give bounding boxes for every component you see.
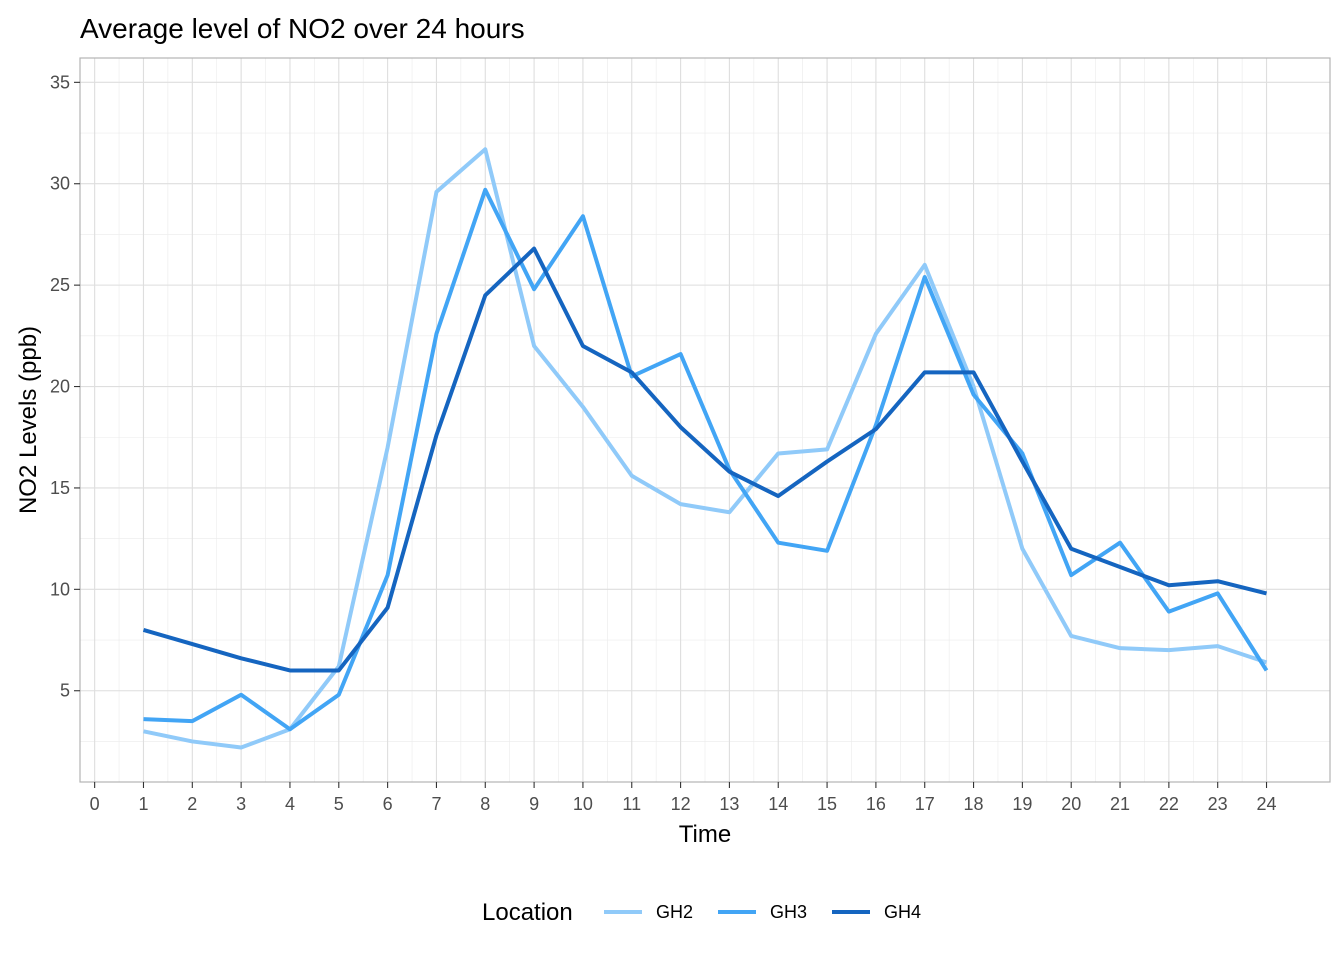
x-tick-label: 20 xyxy=(1061,794,1081,814)
series-line-gh3 xyxy=(143,187,1269,732)
legend: Location GH2 GH3 GH4 xyxy=(482,899,921,926)
x-tick-label: 15 xyxy=(817,794,837,814)
x-tick-label: 19 xyxy=(1012,794,1032,814)
legend-label-gh4: GH4 xyxy=(884,902,921,922)
x-tick-label: 10 xyxy=(573,794,593,814)
y-tick-label: 20 xyxy=(50,377,70,397)
x-axis-title: Time xyxy=(679,821,731,848)
y-tick-label: 25 xyxy=(50,275,70,295)
x-tick-label: 22 xyxy=(1159,794,1179,814)
x-tick-label: 1 xyxy=(138,794,148,814)
x-tick-label: 17 xyxy=(915,794,935,814)
x-tick-label: 21 xyxy=(1110,794,1130,814)
legend-label-gh3: GH3 xyxy=(770,902,807,922)
series-line-gh2 xyxy=(143,147,1268,750)
x-tick-label: 13 xyxy=(719,794,739,814)
y-tick-label: 10 xyxy=(50,579,70,599)
chart-title: Average level of NO2 over 24 hours xyxy=(80,13,525,44)
x-tick-label: 3 xyxy=(236,794,246,814)
y-tick-label: 5 xyxy=(60,681,70,701)
x-tick-label: 14 xyxy=(768,794,788,814)
x-tick-label: 16 xyxy=(866,794,886,814)
x-tick-label: 2 xyxy=(187,794,197,814)
x-tick-label: 6 xyxy=(383,794,393,814)
x-tick-label: 24 xyxy=(1257,794,1277,814)
legend-items: GH2 GH3 GH4 xyxy=(604,902,921,922)
x-tick-label: 18 xyxy=(964,794,984,814)
legend-label-gh2: GH2 xyxy=(656,902,693,922)
series-lines xyxy=(142,147,1269,750)
plot-panel-border xyxy=(79,57,1331,783)
series-line-gh4 xyxy=(142,246,1268,673)
minor-gridlines xyxy=(80,58,1330,782)
y-axis-title: NO2 Levels (ppb) xyxy=(15,326,42,514)
x-tick-label: 5 xyxy=(334,794,344,814)
y-tick-label: 35 xyxy=(50,72,70,92)
x-tick-label: 11 xyxy=(622,794,641,814)
legend-title: Location xyxy=(482,899,573,926)
x-tick-label: 23 xyxy=(1208,794,1228,814)
x-tick-label: 12 xyxy=(671,794,691,814)
x-tick-label: 4 xyxy=(285,794,295,814)
x-tick-label: 0 xyxy=(90,794,100,814)
x-tick-label: 9 xyxy=(529,794,539,814)
x-tick-label: 7 xyxy=(431,794,441,814)
y-tick-label: 15 xyxy=(50,478,70,498)
x-tick-label: 8 xyxy=(480,794,490,814)
y-axis: 5 10 15 20 25 30 35 xyxy=(50,72,80,701)
major-gridlines xyxy=(80,58,1330,782)
x-axis: 0 1 2 3 4 5 6 7 8 9 10 11 12 13 14 15 16 17 18 19 20 21 22 23 24 xyxy=(90,782,1277,814)
y-tick-label: 30 xyxy=(50,174,70,194)
